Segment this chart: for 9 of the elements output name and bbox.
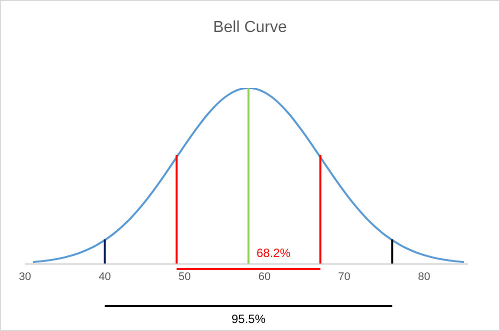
annotation: 68.2% [256, 246, 291, 260]
chart-title: Bell Curve [212, 19, 288, 37]
x-tick-label: 60 [258, 270, 271, 283]
x-tick-label: 80 [418, 270, 430, 283]
x-tick-label: 50 [178, 270, 191, 283]
x-tick-label: 40 [98, 270, 111, 283]
x-tick-label: 70 [338, 270, 350, 283]
text: 95.5% [231, 312, 266, 326]
x-tick-label: 30 [18, 270, 32, 283]
